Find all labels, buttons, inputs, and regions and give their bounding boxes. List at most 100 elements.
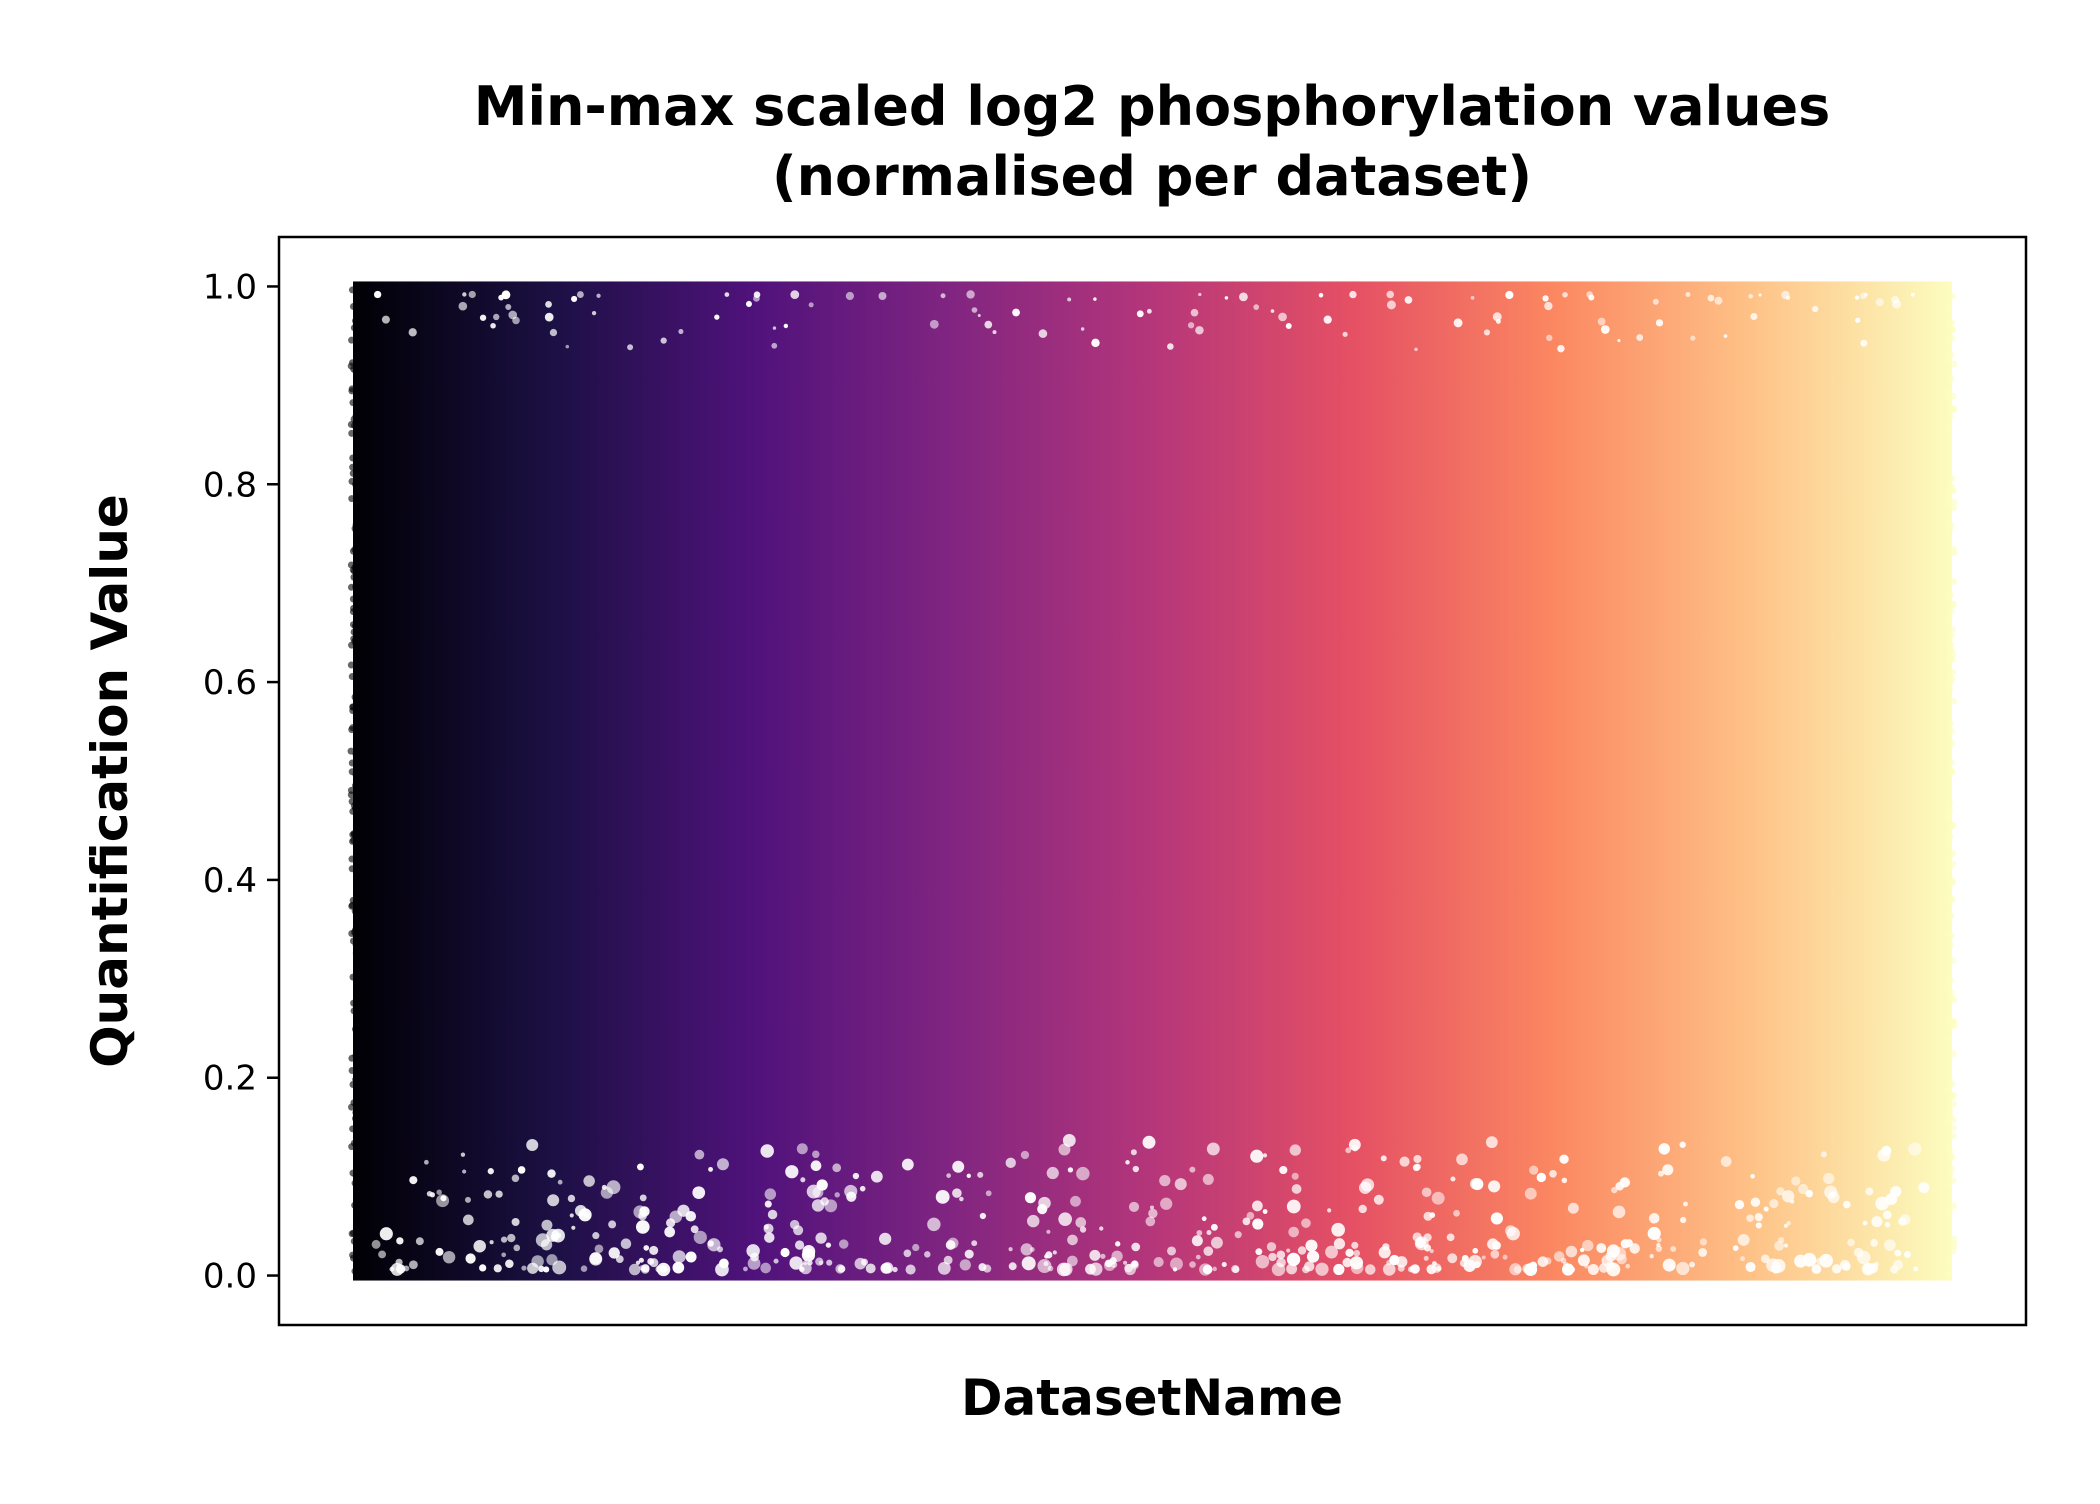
sparse-gap	[1485, 1136, 1498, 1149]
data-point	[348, 359, 356, 367]
sparse-gap	[1278, 312, 1287, 322]
sparse-gap	[545, 300, 552, 308]
sparse-gap	[826, 1259, 833, 1266]
data-point	[1945, 814, 1953, 822]
sparse-gap	[1020, 1243, 1033, 1256]
sparse-gap	[408, 328, 417, 337]
sparse-gap	[479, 314, 487, 321]
data-point	[1944, 350, 1952, 358]
sparse-gap	[716, 1158, 729, 1171]
data-point	[348, 1054, 356, 1062]
sparse-gap	[912, 1243, 920, 1252]
sparse-gap	[1268, 1252, 1277, 1262]
sparse-gap	[1699, 1238, 1707, 1246]
sparse-gap	[1488, 1180, 1501, 1193]
sparse-gap	[1239, 292, 1248, 302]
data-point	[349, 707, 357, 715]
sparse-gap	[1125, 1160, 1130, 1165]
sparse-gap	[1301, 1218, 1311, 1228]
sparse-gap	[487, 1168, 494, 1175]
sparse-gap	[1802, 1252, 1817, 1267]
sparse-gap	[547, 1169, 556, 1178]
sparse-gap	[783, 323, 789, 329]
sparse-gap	[608, 1247, 620, 1259]
data-point	[353, 537, 361, 545]
sparse-gap	[647, 1258, 655, 1265]
sparse-gap	[1024, 1192, 1037, 1204]
sparse-gap	[500, 1236, 508, 1243]
sparse-gap	[501, 1252, 507, 1258]
sparse-gap	[1549, 1169, 1557, 1178]
sparse-gap	[584, 1213, 590, 1219]
data-point	[1944, 596, 1952, 604]
sparse-gap	[1046, 1166, 1059, 1180]
sparse-gap	[929, 319, 939, 329]
sparse-gap	[1502, 1254, 1508, 1260]
sparse-gap	[971, 307, 978, 313]
sparse-gap	[1707, 294, 1715, 302]
sparse-gap	[1067, 1167, 1074, 1173]
data-point	[347, 791, 355, 799]
sparse-gap	[1196, 1230, 1203, 1236]
sparse-gap	[1483, 329, 1491, 336]
sparse-gap	[505, 1259, 514, 1269]
sparse-gap	[1286, 1263, 1298, 1275]
data-point	[353, 309, 361, 317]
data-point	[1945, 615, 1953, 623]
sparse-gap	[1750, 312, 1758, 321]
sparse-gap	[745, 300, 752, 307]
sparse-gap	[1783, 1223, 1788, 1228]
sparse-gap	[1481, 1255, 1486, 1260]
sparse-gap	[1662, 1148, 1667, 1153]
data-point	[350, 830, 358, 838]
sparse-gap	[1231, 1264, 1240, 1274]
sparse-gap	[571, 295, 578, 302]
sparse-gap	[408, 1260, 418, 1270]
sparse-gap	[1234, 1231, 1242, 1239]
sparse-gap	[1737, 1234, 1750, 1246]
data-point	[348, 641, 356, 649]
data-point	[1946, 1237, 1954, 1245]
sparse-gap	[1276, 1257, 1286, 1268]
sparse-gap	[517, 1166, 526, 1174]
sparse-gap	[567, 1194, 576, 1203]
data-point	[1949, 1177, 1957, 1185]
sparse-gap	[1056, 1262, 1071, 1277]
sparse-gap	[1823, 1172, 1835, 1185]
data-point	[348, 336, 356, 344]
sparse-gap	[508, 310, 518, 320]
sparse-gap	[1345, 1248, 1354, 1258]
sparse-gap	[1327, 1208, 1332, 1213]
sparse-gap	[824, 1199, 838, 1213]
sparse-gap	[1396, 1256, 1408, 1268]
data-point	[350, 635, 358, 643]
data-point	[1950, 360, 1958, 368]
sparse-gap	[764, 1188, 777, 1200]
data-point	[1944, 1181, 1952, 1189]
sparse-gap	[1557, 344, 1565, 353]
sparse-gap	[1253, 304, 1260, 310]
data-point	[353, 892, 361, 900]
sparse-gap	[1776, 1187, 1785, 1196]
sparse-gap	[1871, 1216, 1883, 1228]
sparse-gap	[1291, 1172, 1299, 1180]
sparse-gap	[952, 1188, 962, 1198]
sparse-gap	[1305, 1239, 1318, 1252]
data-point	[1947, 647, 1955, 655]
sparse-gap	[796, 1143, 808, 1155]
sparse-gap	[479, 1264, 487, 1272]
sparse-gap	[1562, 291, 1568, 298]
data-point	[352, 740, 360, 748]
sparse-gap	[790, 290, 800, 300]
sparse-gap	[1080, 327, 1085, 331]
sparse-gap	[378, 1250, 387, 1259]
sparse-gap	[746, 1244, 760, 1258]
sparse-gap	[812, 1187, 824, 1198]
sparse-gap	[1202, 1173, 1214, 1185]
sparse-gap	[1289, 1144, 1301, 1156]
sparse-gap	[381, 315, 390, 324]
data-point	[1947, 989, 1955, 997]
sparse-gap	[1047, 1265, 1054, 1272]
sparse-gap	[1655, 1245, 1663, 1252]
sparse-gap	[1043, 1261, 1049, 1267]
